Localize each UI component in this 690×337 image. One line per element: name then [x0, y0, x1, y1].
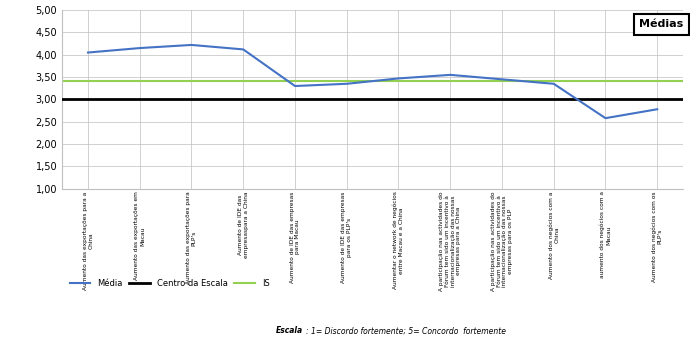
Text: : 1= Discordo fortemente; 5= Concordo  fortemente: : 1= Discordo fortemente; 5= Concordo fo…: [306, 326, 506, 335]
Text: Escala: Escala: [276, 326, 303, 335]
Legend: Média, Centro da Escala, IS: Média, Centro da Escala, IS: [66, 276, 273, 292]
Text: Médias: Médias: [639, 20, 684, 29]
